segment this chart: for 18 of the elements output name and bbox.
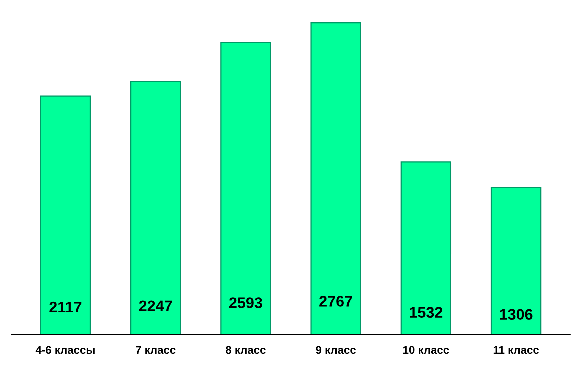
data-label: 2117 — [50, 302, 82, 313]
bar — [40, 96, 92, 335]
data-label: 1532 — [410, 307, 443, 318]
bar — [310, 22, 362, 335]
x-tick-label: 9 класс — [316, 346, 356, 354]
bar — [400, 162, 452, 335]
bar — [130, 81, 182, 335]
bar — [220, 42, 272, 335]
data-label: 2593 — [229, 298, 262, 308]
x-tick-label: 11 класс — [494, 346, 540, 354]
data-label: 1306 — [500, 309, 533, 320]
bar — [490, 187, 542, 335]
data-label: 2767 — [320, 296, 352, 307]
x-tick-label: 7 класс — [136, 346, 176, 354]
data-label: 2247 — [139, 300, 172, 312]
x-tick-label: 8 класс — [226, 346, 266, 354]
x-tick-label: 4-6 классы — [36, 346, 95, 354]
x-tick-label: 10 класс — [404, 346, 450, 354]
